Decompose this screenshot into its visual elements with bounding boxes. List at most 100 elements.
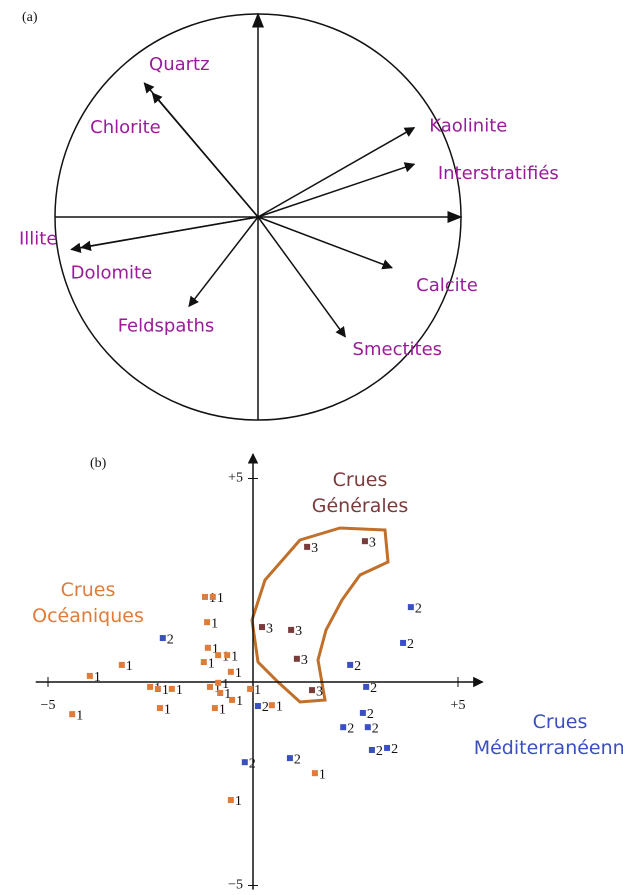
point xyxy=(206,683,213,690)
point xyxy=(229,696,236,703)
point xyxy=(286,755,293,762)
point-label: 1 xyxy=(211,616,218,631)
point-label: 2 xyxy=(347,721,354,736)
point xyxy=(86,672,93,679)
vector xyxy=(257,162,416,218)
point xyxy=(168,685,175,692)
vector xyxy=(80,216,259,252)
vector-label: Kaolinite xyxy=(429,116,507,137)
point xyxy=(215,652,222,659)
point xyxy=(159,635,166,642)
point xyxy=(340,724,347,731)
point xyxy=(259,624,266,631)
point xyxy=(268,702,275,709)
panel-a: (a) Quartz Chlorite Kaolinite Interstratifi… xyxy=(19,10,559,421)
point xyxy=(69,711,76,718)
vector-label: Calcite xyxy=(416,275,478,296)
point xyxy=(209,593,216,600)
point-label: 1 xyxy=(94,670,101,685)
panel-label: (a) xyxy=(22,10,38,25)
y-tick-label: +5 xyxy=(228,471,243,486)
point-label: 1 xyxy=(231,649,238,664)
group-outline xyxy=(250,526,390,704)
point xyxy=(311,770,318,777)
point-label: 1 xyxy=(212,642,219,657)
point xyxy=(241,759,248,766)
point xyxy=(118,661,125,668)
point xyxy=(247,685,254,692)
point-label: 1 xyxy=(208,656,215,671)
point xyxy=(368,746,375,753)
point xyxy=(304,543,311,550)
annotation: CruesMéditerranéennes xyxy=(474,711,623,759)
point xyxy=(156,705,163,712)
point xyxy=(227,668,234,675)
vector-label: Quartz xyxy=(149,54,210,75)
point-label: 2 xyxy=(407,637,414,652)
point xyxy=(200,659,207,666)
point-label: 1 xyxy=(217,591,224,606)
point xyxy=(384,744,391,751)
point xyxy=(204,644,211,651)
point xyxy=(227,797,234,804)
point xyxy=(288,626,295,633)
point xyxy=(400,639,407,646)
point xyxy=(154,685,161,692)
point-label: 2 xyxy=(249,756,256,771)
vector xyxy=(257,127,416,218)
point-label: 1 xyxy=(254,683,261,698)
vector-label: Illite xyxy=(19,228,57,249)
point-label: 2 xyxy=(372,721,379,736)
point-label: 1 xyxy=(162,683,169,698)
x-tick-label: +5 xyxy=(451,698,466,713)
point xyxy=(363,683,370,690)
point-label: 2 xyxy=(354,659,361,674)
point-label: 1 xyxy=(76,708,83,723)
panel-b: (b) −5+5+5−51111111111111111111111112222… xyxy=(32,453,623,893)
point-label: 1 xyxy=(219,702,226,717)
point-label: 3 xyxy=(301,653,308,668)
annotation: Crues Générales xyxy=(312,469,408,517)
point-label: 3 xyxy=(266,621,273,636)
vector-label: Interstratifiés xyxy=(438,163,559,184)
point xyxy=(254,703,261,710)
panel-label: (b) xyxy=(90,456,107,471)
vector xyxy=(188,216,259,308)
point xyxy=(202,593,209,600)
point xyxy=(347,661,354,668)
point xyxy=(364,724,371,731)
point-label: 1 xyxy=(164,702,171,717)
point-label: 1 xyxy=(126,659,133,674)
vector-label: Dolomite xyxy=(71,262,153,283)
y-tick-label: −5 xyxy=(228,878,243,893)
point-label: 2 xyxy=(167,632,174,647)
point xyxy=(217,689,224,696)
point-label: 2 xyxy=(294,752,301,767)
point-label: 1 xyxy=(235,794,242,809)
vector-label: Feldspaths xyxy=(118,315,215,336)
point xyxy=(309,687,316,694)
vector xyxy=(257,216,346,338)
point-label: 1 xyxy=(176,683,183,698)
point-label: 3 xyxy=(311,541,318,556)
point xyxy=(204,619,211,626)
point-label: 1 xyxy=(214,681,221,696)
point xyxy=(215,679,222,686)
point-label: 1 xyxy=(224,687,231,702)
point-label: 2 xyxy=(376,744,383,759)
point-label: 2 xyxy=(367,707,374,722)
point-label: 2 xyxy=(370,681,377,696)
point-label: 1 xyxy=(319,767,326,782)
point-label: 1 xyxy=(236,694,243,709)
point-label: 1 xyxy=(222,677,229,692)
point xyxy=(224,652,231,659)
point xyxy=(293,655,300,662)
vector-label: Smectites xyxy=(353,339,443,360)
point xyxy=(147,683,154,690)
vector xyxy=(257,216,393,270)
point xyxy=(211,705,218,712)
x-tick-label: −5 xyxy=(41,698,56,713)
point-label: 2 xyxy=(262,700,269,715)
point xyxy=(361,538,368,545)
vector xyxy=(151,92,259,218)
